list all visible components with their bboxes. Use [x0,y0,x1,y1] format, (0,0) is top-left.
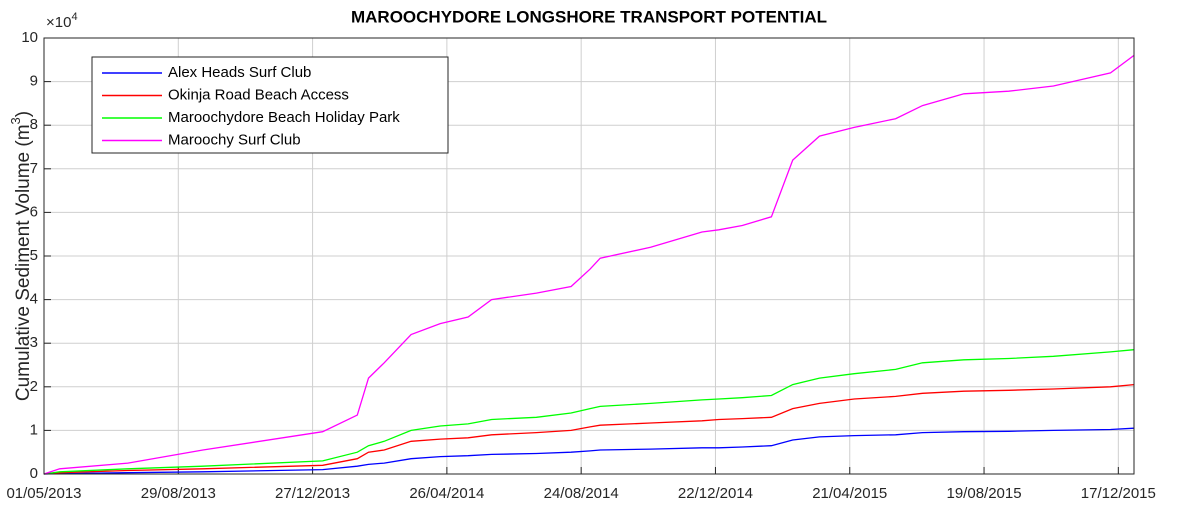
y-tick-label: 6 [30,203,38,220]
y-tick-label: 2 [30,378,38,395]
x-tick-label: 22/12/2014 [678,485,753,502]
y-tick-label: 8 [30,116,38,133]
legend-label: Alex Heads Surf Club [168,64,311,81]
y-tick-label: 1 [30,421,38,438]
series-line [43,54,1135,475]
y-axis-label: Cumulative Sediment Volume (m3) [8,111,34,401]
x-tick-label: 24/08/2014 [544,485,619,502]
y-tick-label: 10 [21,29,38,46]
chart-title: MAROOCHYDORE LONGSHORE TRANSPORT POTENTI… [351,7,827,26]
x-tick-label: 01/05/2013 [6,485,81,502]
y-tick-label: 3 [30,334,38,351]
y-label-end: ) [13,111,34,117]
y-tick-label: 5 [30,247,38,264]
y-multiplier: ×104 [46,11,78,31]
x-tick-label: 19/08/2015 [947,485,1022,502]
series-line [43,427,1135,475]
x-tick-label: 21/04/2015 [812,485,887,502]
legend-label: Maroochy Surf Club [168,131,301,148]
x-tick-label: 26/04/2014 [409,485,484,502]
y-multiplier-power: 4 [71,11,77,23]
y-tick-label: 7 [30,160,38,177]
y-tick-label: 9 [30,73,38,90]
x-tick-label: 17/12/2015 [1081,485,1156,502]
x-tick-label: 27/12/2013 [275,485,350,502]
legend: Alex Heads Surf Club Okinja Road Beach Ac… [91,56,449,154]
y-tick-label: 0 [30,465,38,482]
axes-box [43,37,1135,475]
x-tick-label: 29/08/2013 [141,485,216,502]
y-multiplier-base: ×10 [46,14,71,31]
series-line [43,349,1135,475]
y-tick-label: 4 [30,291,38,308]
y-label-main: Cumulative Sediment Volume (m [13,124,34,401]
legend-label: Maroochydore Beach Holiday Park [168,109,400,126]
series-line [43,383,1135,475]
y-label-sup: 3 [8,117,23,124]
legend-label: Okinja Road Beach Access [168,86,349,103]
